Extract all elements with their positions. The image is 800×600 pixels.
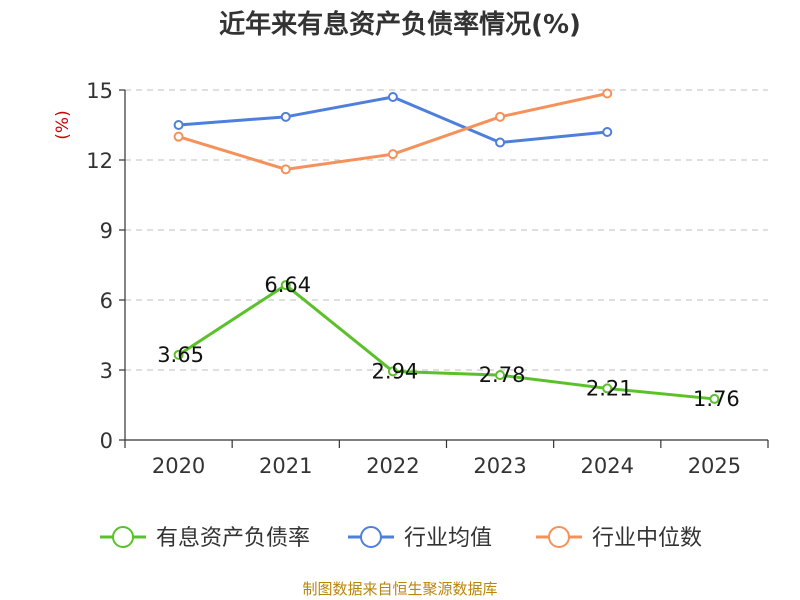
data-point [602,383,613,394]
series-layer [173,88,720,404]
y-tick-label: 9 [100,219,113,243]
data-point [387,366,398,377]
data-point [495,111,506,122]
data-point [280,280,291,291]
chart-title: 近年来有息资产负债率情况(%) [219,10,581,40]
legend-label: 有息资产负债率 [156,526,310,551]
data-label: 3.65 [157,343,204,367]
data-label: 2.21 [586,376,633,400]
series-2 [173,88,613,175]
source-note: 制图数据来自恒生聚源数据库 [302,580,498,598]
data-labels: 3.65 6.64 2.94 2.78 2.21 1.76 [157,273,740,411]
series-line-0 [177,283,715,401]
legend-label: 行业均值 [404,526,492,551]
data-point [280,111,291,122]
data-point [280,164,291,175]
axes: 0 3 6 9 12 15 (%) 2020 2021 2022 2023 2024 2025 [53,79,769,478]
data-label: 2.94 [372,359,419,383]
legend-marker [360,526,382,548]
y-tick-label: 3 [100,359,113,383]
x-tick-label: 2025 [688,454,741,478]
y-tick-label: 12 [86,149,113,173]
data-point [602,127,613,137]
legend-item-1: 行业均值 [348,526,492,551]
x-tick-label: 2023 [473,454,526,478]
data-label: 1.76 [693,387,740,411]
data-label: 6.64 [264,273,311,297]
data-point [387,92,398,102]
x-tick-label: 2024 [581,454,634,478]
data-point [173,131,184,142]
legend-item-2: 行业中位数 [536,526,702,551]
x-tick-label: 2020 [152,454,205,478]
legend-marker [112,526,134,548]
series-line-1 [178,95,608,144]
legend-marker [548,526,570,548]
x-tick-label: 2022 [366,454,419,478]
data-point [387,149,398,160]
data-point [709,393,720,404]
data-point [602,88,613,99]
data-point [495,137,506,148]
series-1 [173,92,613,148]
series-0 [173,280,720,404]
legend: 有息资产负债率 行业均值 行业中位数 [100,526,702,551]
y-tick-label: 6 [100,289,113,313]
grid-lines [125,89,768,371]
x-tick-label: 2021 [259,454,312,478]
y-tick-label: 15 [86,79,113,103]
data-point [173,349,184,360]
y-axis-label: (%) [53,110,73,139]
data-label: 2.78 [479,363,526,387]
legend-item-0: 有息资产负债率 [100,526,310,551]
y-tick-label: 0 [100,429,113,453]
data-point [173,120,184,130]
legend-label: 行业中位数 [592,526,702,551]
data-point [495,370,506,381]
